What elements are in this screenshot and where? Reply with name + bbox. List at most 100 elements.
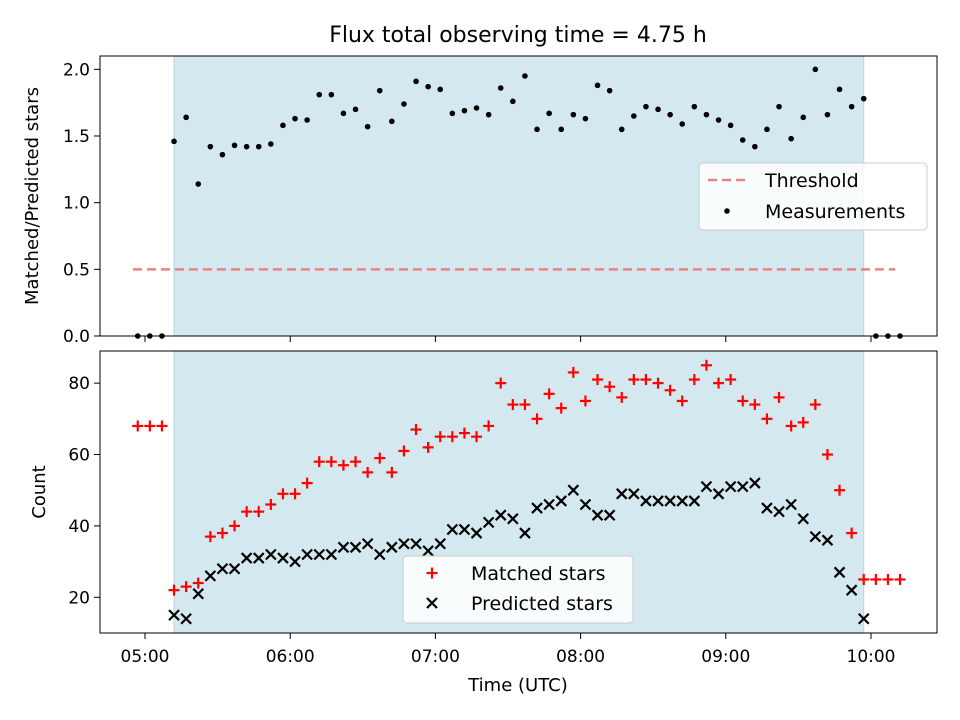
- top-plot-frame: [99, 55, 938, 337]
- predicted-star-point: [204, 570, 217, 582]
- matched-star-point: [725, 374, 737, 386]
- matched-star-point: [676, 395, 688, 407]
- measurement-point: [316, 91, 323, 98]
- predicted-star-point: [712, 488, 725, 500]
- measurement-point: [679, 121, 686, 127]
- measurement-point: [352, 106, 359, 113]
- measurement-point: [812, 66, 819, 73]
- predicted-star-point: [458, 523, 471, 536]
- matched-star-point: [688, 374, 700, 386]
- measurement-point: [268, 141, 274, 147]
- measurement-point: [292, 115, 298, 122]
- bottom-y-tick-label: 40: [68, 517, 90, 537]
- matched-star-point: [543, 388, 555, 400]
- legend-measurements-label: Measurements: [765, 201, 905, 223]
- predicted-star-point: [410, 537, 422, 550]
- matched-star-point: [737, 395, 749, 407]
- matched-star-point: [168, 584, 180, 596]
- predicted-star-point: [265, 548, 277, 561]
- measurement-point: [231, 142, 238, 149]
- measurement-point: [606, 87, 613, 94]
- matched-star-point: [325, 456, 337, 468]
- predicted-star-point: [797, 512, 810, 525]
- predicted-star-point: [628, 488, 640, 500]
- matched-star-point: [350, 456, 362, 468]
- predicted-star-point: [228, 562, 241, 575]
- predicted-star-point: [736, 480, 749, 493]
- measurement-point: [752, 143, 758, 150]
- top-y-tick-label: 0.5: [63, 260, 90, 280]
- matched-star-point: [289, 488, 301, 500]
- matched-star-point: [507, 399, 519, 411]
- legend-measurements-swatch: [724, 208, 730, 214]
- measurement-point: [691, 103, 698, 110]
- matched-star-point: [374, 452, 386, 464]
- bottom-legend-box: [402, 555, 634, 624]
- matched-star-point: [253, 506, 265, 518]
- matched-star-point: [241, 506, 253, 518]
- predicted-star-point: [664, 495, 676, 507]
- measurement-point: [328, 91, 335, 98]
- measurement-point: [364, 123, 371, 130]
- predicted-star-point: [277, 552, 289, 564]
- predicted-star-point: [313, 548, 326, 561]
- matched-star-point: [398, 445, 410, 457]
- matched-star-point: [821, 449, 833, 461]
- matched-star-point: [483, 420, 495, 432]
- matched-star-point: [519, 399, 531, 411]
- measurement-point: [667, 111, 673, 118]
- predicted-star-point: [349, 541, 362, 554]
- measurement-point: [558, 126, 565, 133]
- measurement-point: [643, 103, 649, 110]
- matched-star-point: [277, 488, 289, 500]
- measurement-point: [389, 118, 395, 125]
- predicted-star-point: [543, 498, 555, 511]
- bottom-y-tick-label: 20: [68, 588, 90, 608]
- matched-star-point: [192, 577, 204, 589]
- matched-star-point: [132, 420, 144, 432]
- measurement-point: [546, 110, 552, 117]
- measurement-point: [848, 103, 855, 110]
- measurement-point: [824, 111, 831, 118]
- measurement-point: [243, 143, 250, 150]
- measurement-point: [195, 181, 202, 187]
- top-y-tick-label: 1.5: [63, 127, 90, 147]
- x-axis-label: Time (UTC): [467, 675, 568, 696]
- predicted-star-point: [531, 502, 543, 514]
- measurement-point: [631, 113, 637, 119]
- matched-star-point: [834, 484, 846, 496]
- matched-star-point: [749, 399, 761, 411]
- measurement-point: [376, 87, 383, 94]
- measurement-point: [764, 126, 770, 133]
- measurement-point: [739, 137, 746, 143]
- predicted-star-point: [833, 566, 846, 579]
- predicted-star-point: [301, 548, 313, 561]
- matched-star-point: [337, 459, 349, 471]
- matched-star-point: [458, 427, 470, 439]
- measurement-point: [183, 114, 189, 121]
- predicted-star-point: [773, 505, 785, 518]
- predicted-star-point: [373, 548, 386, 561]
- predicted-star-point: [386, 541, 398, 554]
- matched-star-point: [846, 527, 858, 539]
- matched-star-point: [531, 413, 543, 425]
- predicted-star-point: [640, 495, 652, 507]
- matched-star-point: [495, 377, 507, 389]
- top-y-tick-label: 1.0: [63, 194, 90, 214]
- predicted-star-point: [361, 537, 374, 550]
- top-y-tick-label: 0.0: [63, 327, 90, 347]
- predicted-star-point: [567, 484, 580, 496]
- predicted-star-point: [494, 509, 507, 521]
- predicted-star-point: [555, 495, 568, 507]
- predicted-star-point: [519, 527, 531, 539]
- measurement-point: [473, 105, 480, 111]
- x-tick-label: 06:00: [266, 647, 315, 667]
- matched-star-point: [555, 402, 567, 414]
- matched-star-point: [265, 498, 277, 510]
- predicted-star-point: [676, 495, 689, 507]
- matched-star-point: [870, 573, 882, 585]
- measurement-point: [715, 117, 722, 123]
- matched-star-point: [592, 374, 604, 386]
- matched-star-point: [229, 520, 241, 532]
- x-tick-label: 07:00: [411, 647, 460, 667]
